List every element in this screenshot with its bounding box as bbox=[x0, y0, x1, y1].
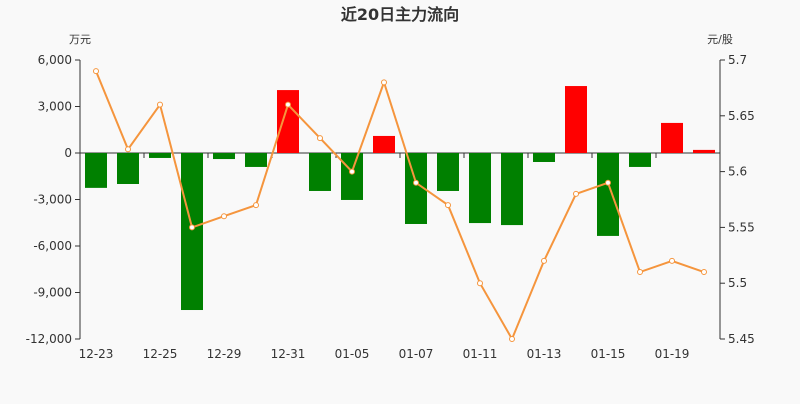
price-point bbox=[445, 202, 451, 209]
bar bbox=[309, 153, 331, 191]
left-tick-label: 3,000 bbox=[38, 100, 72, 114]
bar bbox=[437, 153, 459, 191]
x-tick-label: 01-05 bbox=[335, 347, 370, 361]
price-line bbox=[95, 70, 705, 342]
left-tick-label: -9,000 bbox=[33, 286, 72, 300]
bar bbox=[245, 153, 267, 167]
bar bbox=[693, 149, 715, 153]
x-tick-label: 01-07 bbox=[399, 347, 434, 361]
bar bbox=[533, 153, 555, 162]
bar bbox=[661, 122, 683, 153]
left-tick-label: 0 bbox=[64, 146, 72, 160]
price-point bbox=[93, 68, 99, 75]
right-tick-label: 5.6 bbox=[728, 165, 747, 179]
bar bbox=[373, 135, 395, 153]
chart-title: 近20日主力流向 bbox=[341, 5, 459, 24]
x-tick-label: 01-19 bbox=[655, 347, 690, 361]
price-point bbox=[509, 336, 515, 342]
right-tick-label: 5.5 bbox=[728, 276, 747, 290]
price-point bbox=[125, 146, 131, 153]
x-tick-label: 01-13 bbox=[527, 347, 562, 361]
price-point bbox=[477, 280, 483, 287]
price-point bbox=[349, 168, 355, 175]
left-axis-unit: 万元 bbox=[69, 33, 91, 46]
price-point bbox=[285, 101, 291, 108]
x-tick-label: 01-11 bbox=[463, 347, 498, 361]
price-point bbox=[605, 179, 611, 186]
bar bbox=[117, 153, 139, 184]
bar bbox=[629, 153, 651, 167]
right-tick-label: 5.55 bbox=[728, 220, 755, 234]
bar bbox=[213, 153, 235, 160]
x-tick-label: 01-15 bbox=[591, 347, 626, 361]
bar bbox=[85, 153, 107, 188]
right-tick-label: 5.65 bbox=[728, 109, 755, 123]
bar bbox=[181, 153, 203, 311]
price-point bbox=[701, 269, 707, 276]
bar bbox=[341, 153, 363, 200]
right-axis-unit: 元/股 bbox=[707, 33, 733, 46]
bar bbox=[405, 153, 427, 224]
price-point bbox=[189, 224, 195, 231]
left-tick-label: 6,000 bbox=[38, 53, 72, 67]
left-tick-label: -6,000 bbox=[33, 239, 72, 253]
price-point bbox=[637, 269, 643, 276]
left-tick-label: -3,000 bbox=[33, 193, 72, 207]
right-tick-label: 5.7 bbox=[728, 53, 747, 67]
left-tick-label: -12,000 bbox=[26, 332, 72, 346]
price-point bbox=[573, 190, 579, 197]
bar bbox=[277, 90, 299, 153]
price-point bbox=[157, 101, 163, 108]
right-tick-label: 5.45 bbox=[728, 332, 755, 346]
bar bbox=[565, 86, 587, 153]
x-tick-label: 12-25 bbox=[143, 347, 178, 361]
price-point bbox=[413, 179, 419, 186]
price-point bbox=[221, 213, 227, 220]
bar bbox=[149, 153, 171, 158]
x-tick-label: 12-31 bbox=[271, 347, 306, 361]
bar bbox=[469, 153, 491, 224]
x-tick-label: 12-23 bbox=[79, 347, 114, 361]
bar bbox=[501, 153, 523, 226]
x-tick-label: 12-29 bbox=[207, 347, 242, 361]
price-point bbox=[541, 257, 547, 264]
price-point bbox=[381, 79, 387, 86]
price-point bbox=[253, 202, 259, 209]
price-point bbox=[669, 257, 675, 264]
bar bbox=[597, 153, 619, 236]
price-point bbox=[317, 135, 323, 142]
